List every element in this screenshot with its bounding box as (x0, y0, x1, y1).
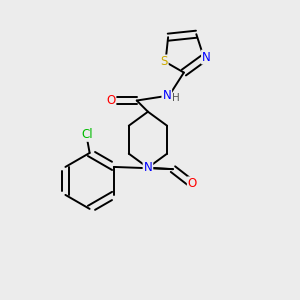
Text: N: N (162, 89, 171, 102)
Text: S: S (160, 56, 168, 68)
Text: Cl: Cl (81, 128, 92, 141)
Text: O: O (188, 177, 197, 190)
Text: O: O (106, 94, 116, 107)
Text: N: N (144, 161, 152, 174)
Text: N: N (202, 50, 211, 64)
Text: H: H (172, 93, 179, 103)
